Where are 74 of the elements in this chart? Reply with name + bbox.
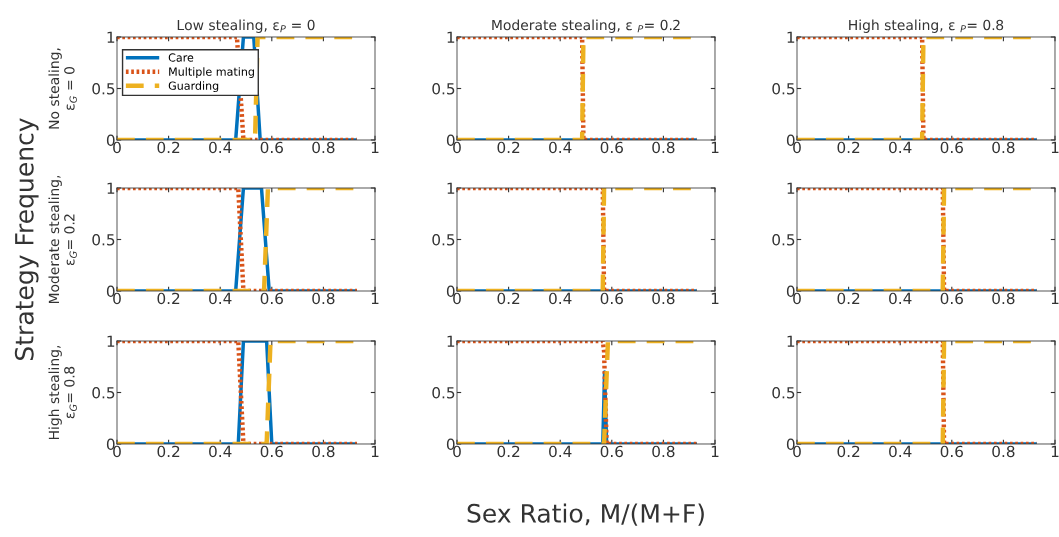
x-tick-label: 0.4 [209,292,232,305]
x-tick-label: 0.8 [652,292,675,305]
x-tick-label: 0.6 [940,292,963,305]
x-tick-label: 0.8 [312,141,335,154]
x-tick-label: 0.4 [549,141,572,154]
x-tick-label: 0.6 [600,445,623,458]
text: Strategy Frequency [14,118,39,360]
x-tick-label: 0.8 [992,445,1015,458]
legend-label: Multiple mating [169,67,254,78]
x-tick-label: 0.4 [889,292,912,305]
x-tick-label: 0.4 [889,141,912,154]
y-tick-label: 0.5 [432,82,455,95]
x-tick-label: 0.4 [209,141,232,154]
x-tick-label: 0.6 [260,445,283,458]
y-tick-label: 1 [447,335,455,347]
text: Sex Ratio, M/(M+F) [467,503,704,526]
y-tick-label: 1 [107,182,115,194]
x-tick-label: 0.2 [837,445,860,458]
x-tick-label: 0.8 [992,141,1015,154]
y-axis-title: No stealing, ε$_{G}$ = 0 [48,48,77,129]
chart-title: Moderate stealing, ε $_{P}$= 0.2 [492,19,680,33]
x-tick-label: 1 [1051,292,1059,304]
x-tick-label: 1 [371,445,379,457]
x-tick-label: 0.6 [260,292,283,305]
y-tick-label: 0.5 [92,233,115,246]
legend-label: Guarding [168,81,219,93]
x-tick-label: 0.4 [549,292,572,305]
x-tick-label: 0.2 [157,445,180,458]
y-tick-label: 0.5 [432,386,455,399]
x-tick-label: 1 [371,292,379,304]
x-tick-label: 1 [1051,141,1059,153]
y-tick-label: 1 [447,182,455,194]
y-tick-label: 0.5 [772,82,795,95]
x-tick-label: 1 [711,445,719,457]
x-tick-label: 0.2 [837,292,860,305]
y-tick-label: 0.5 [772,386,795,399]
x-tick-label: 0.6 [600,141,623,154]
y-tick-label: 1 [787,182,795,194]
x-tick-label: 0.4 [889,445,912,458]
y-tick-label: 1 [107,31,115,43]
x-tick-label: 1 [711,141,719,153]
y-tick-label: 0.5 [92,386,115,399]
x-tick-label: 0.6 [260,141,283,154]
x-tick-label: 0.6 [600,292,623,305]
x-tick-label: 0.8 [652,141,675,154]
x-tick-label: 1 [711,292,719,304]
y-tick-label: 0.5 [772,233,795,246]
y-tick-label: 0.5 [432,233,455,246]
legend-label: Care [168,53,194,62]
x-tick-label: 0.2 [157,292,180,305]
x-tick-label: 0.8 [652,445,675,458]
y-tick-label: 0.5 [92,82,115,95]
x-tick-label: 0.2 [157,141,180,154]
y-tick-label: 1 [447,31,455,43]
x-tick-label: 0.6 [940,141,963,154]
x-tick-label: 0.4 [549,445,572,458]
x-tick-label: 0.8 [312,292,335,305]
y-tick-label: 1 [787,31,795,43]
y-axis-title: High stealing, ε$_{G}$= 0.8 [48,345,77,440]
x-tick-label: 0.2 [497,292,520,305]
x-tick-label: 0.2 [497,141,520,154]
y-tick-label: 1 [787,335,795,347]
y-tick-label: 1 [107,335,115,347]
chart-title: High stealing, ε $_{P}$= 0.8 [849,19,1004,33]
y-axis-title: Moderate stealing, ε$_{G}$= 0.2 [48,175,77,304]
x-tick-label: 0.8 [312,445,335,458]
x-tick-label: 0.8 [992,292,1015,305]
x-tick-label: 1 [1051,445,1059,457]
x-tick-label: 1 [371,141,379,153]
chart-title: Low stealing, ε$_{P}$ = 0 [177,19,315,33]
x-tick-label: 0.4 [209,445,232,458]
x-tick-label: 0.2 [837,141,860,154]
x-tick-label: 0.2 [497,445,520,458]
x-tick-label: 0.6 [940,445,963,458]
